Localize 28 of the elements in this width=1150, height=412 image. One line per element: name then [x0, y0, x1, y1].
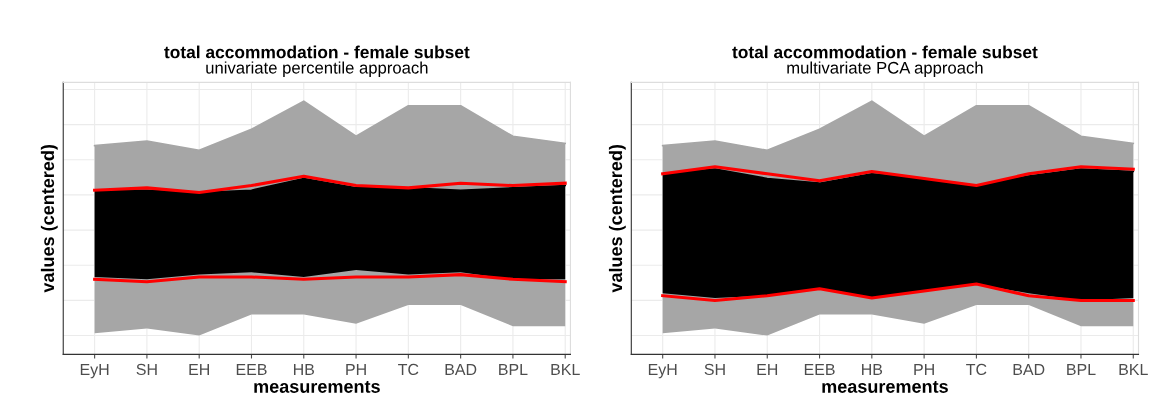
- x-tick-label: BPL: [1067, 363, 1096, 375]
- x-tick-label: HB: [293, 363, 315, 375]
- y-axis-title: values (centered): [608, 144, 626, 293]
- x-tick-label: BKL: [551, 363, 580, 375]
- x-tick-label: BKL: [1119, 363, 1148, 375]
- x-tick-label: PH: [914, 363, 934, 375]
- x-tick-label: SH: [136, 363, 157, 376]
- x-tick-label: EyH: [648, 363, 677, 379]
- x-tick-label: TC: [966, 363, 987, 376]
- x-tick-label: BAD: [1013, 363, 1045, 375]
- x-tick-label: EH: [189, 363, 209, 375]
- y-axis-title: values (centered): [40, 144, 58, 293]
- chart-subtitle: multivariate PCA approach: [787, 61, 983, 77]
- chart-title: total accommodation - female subset: [164, 45, 470, 59]
- x-tick-label: EEB: [236, 363, 267, 375]
- x-tick-label: BPL: [499, 363, 528, 375]
- x-tick-label: EyH: [80, 363, 109, 379]
- x-tick-label: EEB: [804, 363, 835, 375]
- x-axis-title: measurements: [822, 380, 948, 393]
- x-tick-label: EH: [757, 363, 778, 375]
- chart-title: total accommodation - female subset: [732, 45, 1038, 59]
- x-tick-label: BAD: [445, 363, 477, 375]
- x-tick-label: SH: [704, 363, 725, 376]
- chart-subtitle: univariate percentile approach: [206, 61, 428, 77]
- x-tick-label: TC: [398, 363, 419, 376]
- x-tick-label: HB: [862, 363, 883, 375]
- x-tick-label: PH: [346, 363, 366, 375]
- x-axis-title: measurements: [254, 380, 380, 393]
